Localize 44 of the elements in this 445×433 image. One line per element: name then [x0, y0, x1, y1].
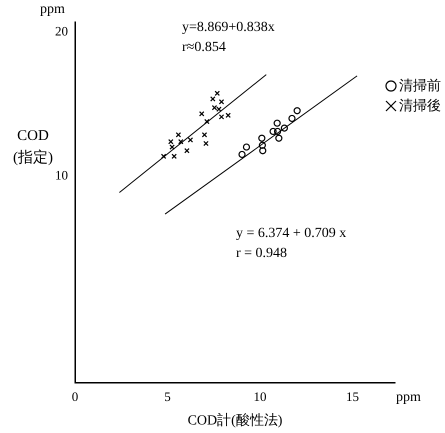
- y-tick-label: 20: [55, 24, 68, 39]
- point: [210, 96, 216, 102]
- point: [160, 154, 166, 160]
- point: [216, 106, 222, 112]
- text: ppm: [40, 2, 65, 18]
- point: [212, 104, 218, 110]
- point: [238, 150, 246, 158]
- point: [218, 114, 224, 120]
- annotation: y = 6.374 + 0.709 x: [236, 226, 346, 242]
- point: [225, 112, 231, 118]
- point: [188, 137, 194, 143]
- point: [242, 143, 250, 151]
- legend-label: 清掃前: [399, 77, 441, 96]
- point: [274, 128, 282, 136]
- point: [171, 154, 177, 160]
- point: [258, 134, 266, 142]
- point: [280, 124, 288, 132]
- annotation: r = 0.948: [236, 246, 288, 262]
- point: [214, 90, 220, 96]
- point: [204, 118, 210, 124]
- annotation: y=8.869+0.838x: [182, 20, 275, 36]
- x-tick-label: 5: [164, 388, 171, 404]
- point: [178, 139, 184, 144]
- y-axis-title: COD (指定): [12, 127, 54, 168]
- x-tick-label: 15: [346, 388, 359, 404]
- point: [202, 132, 208, 138]
- text: ppm: [396, 390, 421, 406]
- point: [288, 114, 296, 122]
- point: [203, 140, 209, 146]
- point: [218, 99, 224, 105]
- point: [270, 128, 277, 136]
- point: [275, 134, 282, 142]
- point: [294, 107, 301, 114]
- point: [198, 111, 204, 116]
- x-tick-label: 0: [72, 388, 78, 404]
- point: [176, 132, 182, 138]
- x-tick-label: 10: [253, 388, 266, 404]
- point: [274, 120, 281, 127]
- point: [259, 147, 266, 154]
- x-axis-title: COD計(酸性法): [188, 412, 283, 428]
- annotation: r≈0.854: [182, 40, 226, 56]
- point: [184, 148, 190, 154]
- point: [258, 142, 266, 149]
- legend-label: 清掃後: [399, 97, 441, 116]
